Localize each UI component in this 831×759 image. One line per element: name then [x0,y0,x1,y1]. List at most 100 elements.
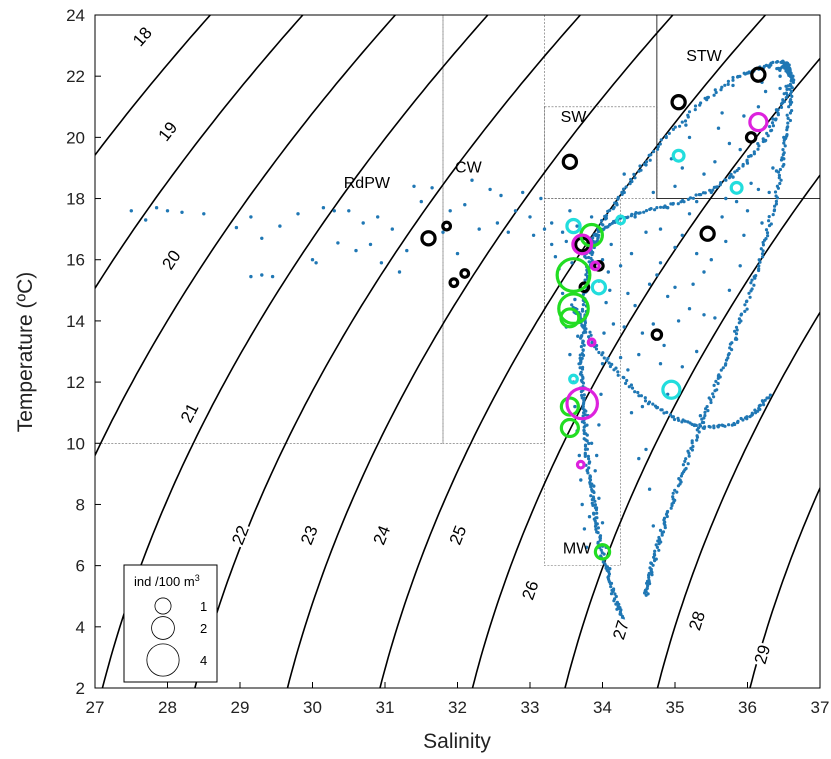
ctd-track-point [745,307,749,311]
ctd-point [321,206,326,210]
ctd-track-point [582,343,586,347]
x-axis-label: Salinity [423,730,491,753]
ctd-track-point [759,247,763,251]
ctd-point [332,209,336,213]
ctd-track-point [757,406,761,411]
ctd-track-point [637,169,641,173]
y-tick-label: 24 [66,6,85,25]
y-axis-label: Temperature (ºC) [14,272,37,433]
ctd-point [577,453,581,458]
contour-label-mask [226,521,254,549]
ctd-point [651,524,655,528]
ctd-track-point [726,79,731,83]
ctd-point [658,227,663,231]
ctd-track-point [667,131,671,135]
ctd-point [180,210,184,214]
species-circles [420,66,769,561]
ctd-point [651,322,655,326]
ctd-track-point [677,418,681,422]
ctd-point [550,221,554,225]
y-tick-label: 20 [66,128,85,147]
ctd-point [637,456,641,461]
ctd-point [499,193,503,198]
ctd-track-point [781,148,785,152]
species-marker [459,268,471,279]
ctd-track-point [583,447,588,451]
ctd-point [600,258,605,262]
ctd-point [260,236,264,240]
water-mass-label: SW [561,109,588,126]
ctd-track-point [594,516,598,520]
ctd-point [568,352,572,357]
ctd-track-point [747,291,751,295]
x-tick-label: 28 [158,698,177,717]
contour-label: 29 [751,643,774,666]
ctd-track-point [589,333,593,337]
ctd-track-point [596,526,601,530]
ctd-track-point [774,117,778,121]
ctd-point [680,166,684,170]
ctd-point [368,242,373,247]
ctd-track-point [688,196,693,200]
ctd-track-point [620,192,624,196]
species-marker [748,111,769,133]
water-mass-label: RdPW [344,175,391,192]
ctd-point [716,126,721,130]
species-marker [568,373,579,385]
ctd-track-point [788,118,793,123]
ctd-point [782,135,786,140]
ctd-track-point [647,153,651,157]
ctd-track-point [601,560,605,564]
ctd-track-point [788,111,793,115]
ctd-track-point [784,91,789,95]
ctd-point [576,334,580,338]
ctd-point [488,187,492,192]
ctd-track-point [580,334,584,338]
ctd-point [618,355,623,360]
ctd-track-point [782,151,786,155]
y-tick-label: 22 [66,67,85,86]
ctd-track-point [727,352,731,356]
contour-label-mask [295,521,323,549]
ctd-track-point [716,381,720,386]
ctd-point [597,423,601,427]
ctd-point [249,274,253,279]
ctd-point [542,227,547,231]
ctd-track-point [655,405,660,410]
ctd-track-point [702,416,706,420]
ctd-track-point [643,399,648,403]
species-marker [565,386,600,421]
ctd-track-point [733,329,737,333]
ctd-point [673,184,677,188]
ctd-point [570,261,574,265]
ctd-track-point [766,234,770,238]
legend-title-text: ind /100 m [134,574,195,589]
ctd-track-point [595,530,599,534]
ctd-point [608,288,612,292]
ctd-track-point [605,359,609,363]
ctd-track-point [787,87,792,91]
ctd-track-point [612,368,616,372]
x-tick-label: 37 [811,698,830,717]
ctd-point [202,212,206,216]
ctd-track-point [686,115,690,119]
ctd-track-point [723,83,727,87]
ctd-track-point [767,396,771,400]
ctd-track-point [582,437,586,441]
ctd-point [553,255,558,259]
ctd-point [698,414,703,418]
ctd-track-point [789,84,793,88]
ctd-track-point [713,88,717,92]
ctd-track-point [745,415,749,419]
ctd-track-point [750,278,754,282]
ctd-point [658,261,663,265]
contour-label-mask [175,398,204,428]
ctd-track-point [622,190,626,195]
species-marker [559,307,581,329]
ctd-track-point [682,200,686,204]
species-marker [557,292,590,325]
ctd-track-point [662,516,667,520]
ctd-point [397,270,402,274]
ctd-track-point [760,399,765,403]
ctd-point [582,527,587,531]
